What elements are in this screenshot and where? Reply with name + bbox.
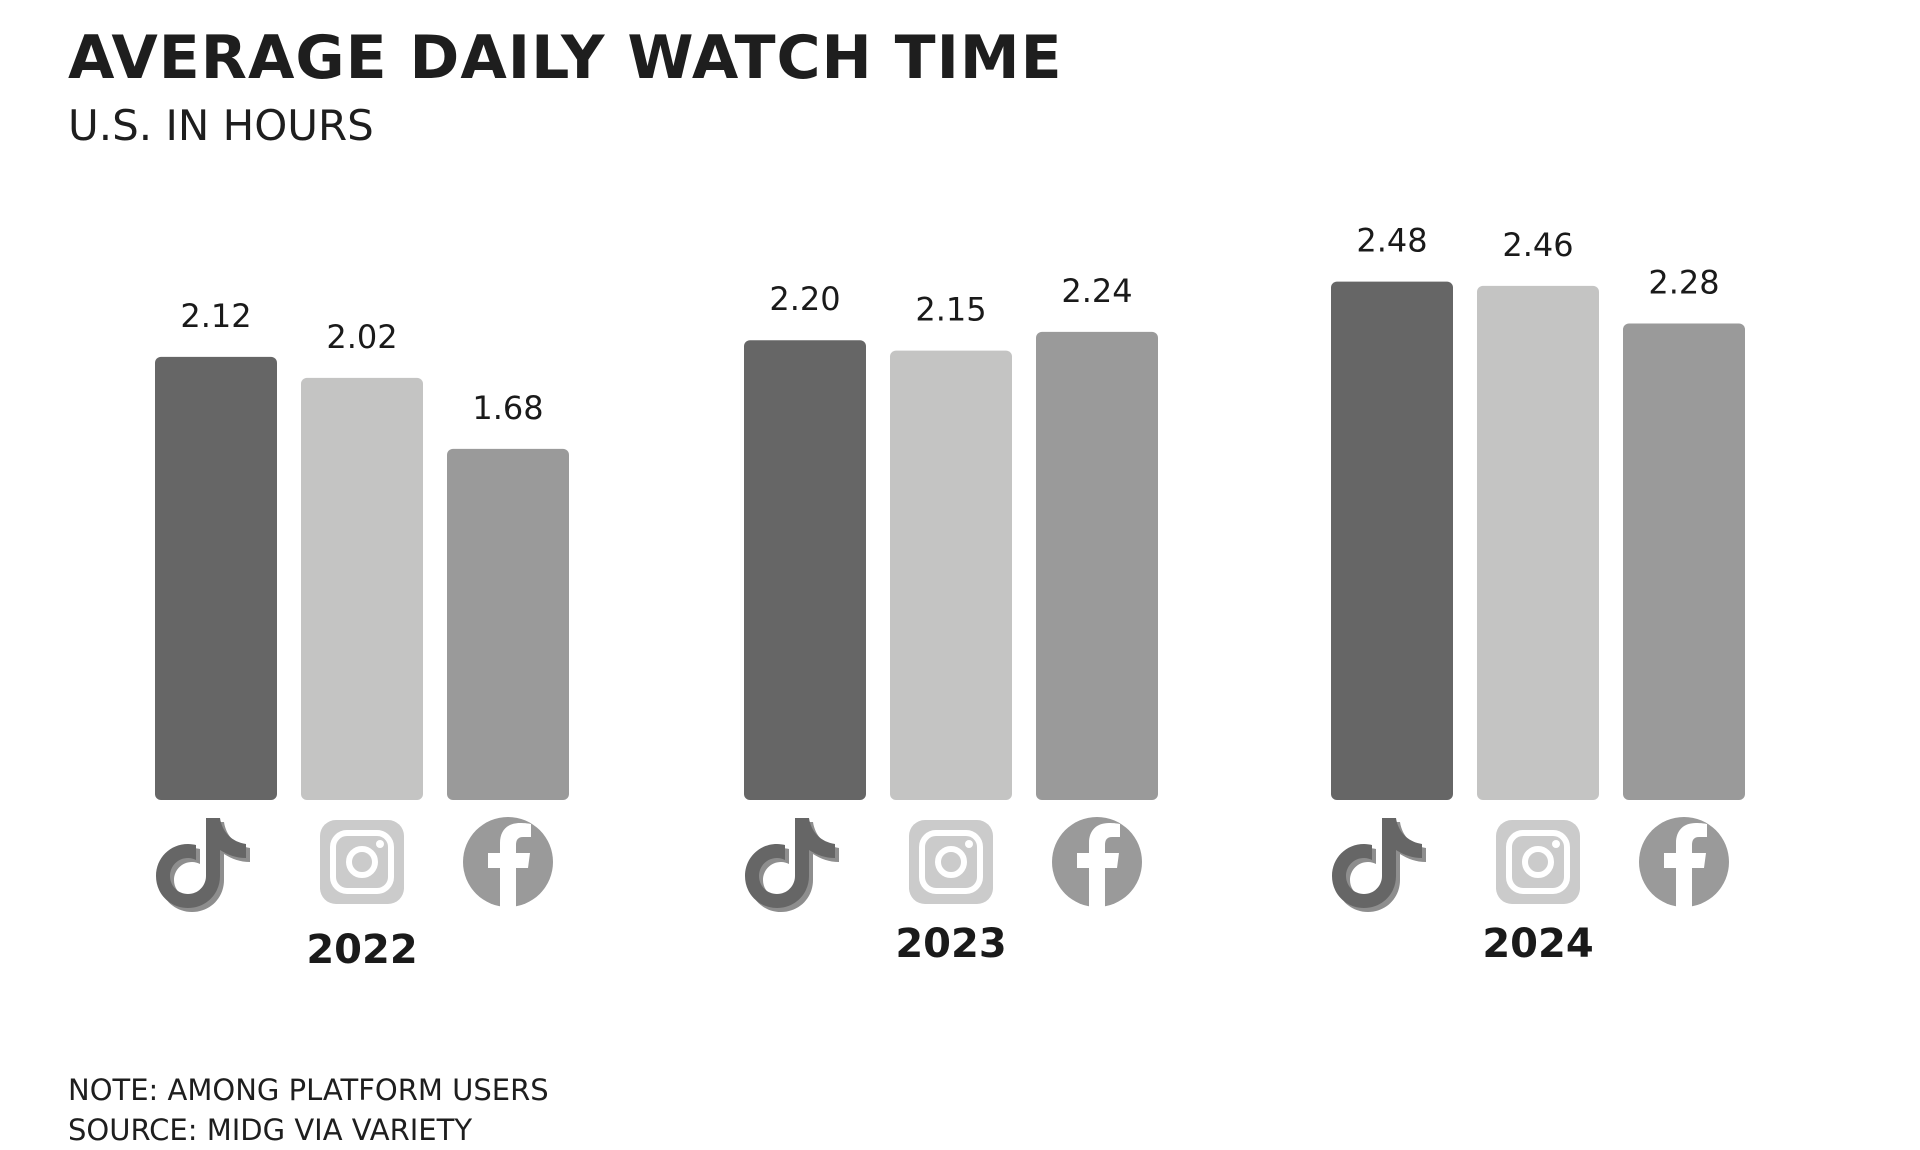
instagram-icon-bg bbox=[1496, 820, 1580, 904]
instagram-icon-lens bbox=[346, 846, 378, 878]
bar bbox=[155, 356, 277, 800]
value-label: 2.02 bbox=[326, 318, 397, 356]
value-label: 1.68 bbox=[472, 389, 543, 427]
bar-group-2022: 2.12 2.02 1.68 2022 bbox=[155, 297, 569, 973]
year-label: 2023 bbox=[895, 921, 1006, 967]
plot-area: 2.12 2.02 1.68 2022 2.20 2.15 2.24 2023 2.48 2.46… bbox=[155, 222, 1745, 973]
instagram-icon-lens bbox=[1522, 846, 1554, 878]
tiktok-icon bbox=[1332, 818, 1426, 912]
instagram-icon-dot bbox=[965, 840, 973, 848]
bar bbox=[301, 377, 423, 800]
tiktok-icon-note bbox=[745, 818, 835, 908]
bar bbox=[447, 448, 569, 800]
bar bbox=[1331, 281, 1453, 800]
instagram-icon-frame bbox=[919, 830, 983, 894]
value-label: 2.20 bbox=[769, 280, 840, 318]
year-label: 2024 bbox=[1482, 921, 1593, 967]
instagram-icon-frame bbox=[1506, 830, 1570, 894]
bar bbox=[1477, 285, 1599, 800]
instagram-icon-bg bbox=[909, 820, 993, 904]
instagram-icon-lens bbox=[935, 846, 967, 878]
chart-subtitle: U.S. IN HOURS bbox=[68, 101, 374, 150]
value-label: 2.12 bbox=[180, 297, 251, 335]
instagram-icon bbox=[320, 820, 404, 904]
value-label: 2.28 bbox=[1648, 263, 1719, 301]
facebook-icon-letter bbox=[488, 823, 531, 907]
value-label: 2.24 bbox=[1061, 272, 1132, 310]
bar bbox=[1036, 331, 1158, 800]
bar-group-2023: 2.20 2.15 2.24 2023 bbox=[744, 272, 1158, 967]
bar bbox=[890, 350, 1012, 800]
facebook-icon bbox=[463, 817, 553, 907]
tiktok-icon bbox=[745, 818, 839, 912]
facebook-icon-letter bbox=[1077, 823, 1120, 907]
tiktok-icon-note bbox=[1332, 818, 1422, 908]
chart-title: AVERAGE DAILY WATCH TIME bbox=[68, 23, 1063, 93]
bar bbox=[744, 340, 866, 800]
facebook-icon bbox=[1052, 817, 1142, 907]
value-label: 2.15 bbox=[915, 291, 986, 329]
instagram-icon-bg bbox=[320, 820, 404, 904]
value-label: 2.48 bbox=[1356, 222, 1427, 260]
facebook-icon-letter bbox=[1664, 823, 1707, 907]
instagram-icon bbox=[909, 820, 993, 904]
instagram-icon-frame bbox=[330, 830, 394, 894]
year-label: 2022 bbox=[306, 927, 417, 973]
note-text: NOTE: AMONG PLATFORM USERS bbox=[68, 1073, 549, 1107]
bar bbox=[1623, 323, 1745, 800]
value-label: 2.46 bbox=[1502, 226, 1573, 264]
tiktok-icon-note bbox=[156, 818, 246, 908]
instagram-icon-dot bbox=[1552, 840, 1560, 848]
source-text: SOURCE: MIDG VIA VARIETY bbox=[68, 1113, 472, 1147]
bar-group-2024: 2.48 2.46 2.28 2024 bbox=[1331, 222, 1745, 967]
instagram-icon-dot bbox=[376, 840, 384, 848]
tiktok-icon bbox=[156, 818, 250, 912]
instagram-icon bbox=[1496, 820, 1580, 904]
facebook-icon bbox=[1639, 817, 1729, 907]
